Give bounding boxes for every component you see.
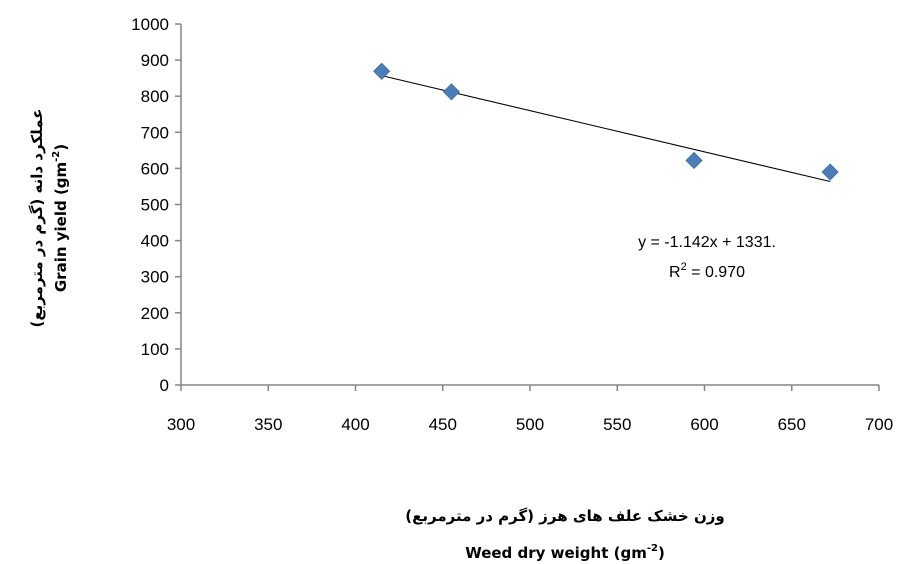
x-tick-label: 600	[690, 415, 718, 434]
y-tick-label: 700	[141, 123, 169, 142]
x-axis-title-en-main: Weed dry weight (gm	[465, 544, 647, 562]
y-tick-label: 800	[141, 87, 169, 106]
r-squared-value: = 0.970	[687, 264, 745, 281]
y-axis-title-en-sup: -2	[51, 151, 62, 162]
y-tick-label: 500	[141, 196, 169, 215]
y-tick-label: 300	[141, 268, 169, 287]
y-axis-title-fa: عملکرد دانه (گرم در مترمربع)	[28, 109, 46, 328]
r-squared-prefix: R	[669, 264, 681, 281]
y-axis-title-en-close: )	[52, 144, 70, 151]
x-axis-title-en-sup: -2	[647, 543, 658, 554]
x-tick-label: 350	[254, 415, 282, 434]
y-axis-title-en: Grain yield (gm-2)	[51, 144, 70, 292]
x-axis-title-en: Weed dry weight (gm-2)	[465, 543, 665, 562]
x-tick-label: 450	[429, 415, 457, 434]
y-tick-label: 600	[141, 159, 169, 178]
x-axis-title-fa: وزن خشک علف های هرز (گرم در مترمربع)	[405, 507, 724, 525]
y-tick-label: 400	[141, 232, 169, 251]
data-point	[822, 164, 838, 180]
x-tick-label: 400	[341, 415, 369, 434]
y-tick-label: 200	[141, 304, 169, 323]
y-tick-label: 100	[141, 340, 169, 359]
x-tick-label: 550	[603, 415, 631, 434]
x-tick-label: 650	[778, 415, 806, 434]
axes	[181, 24, 879, 385]
trendline-equation: y = -1.142x + 1331.	[638, 234, 776, 251]
data-point	[686, 152, 702, 168]
y-ticks: 0 100 200 300 400 500 600 700 800 900 1000	[131, 15, 181, 395]
y-tick-label: 900	[141, 51, 169, 70]
y-tick-label: 1000	[131, 15, 169, 34]
x-ticks: 300 350 400 450 500 550 600 650 700	[167, 385, 893, 434]
x-tick-label: 700	[865, 415, 893, 434]
y-axis-title-en-main: Grain yield (gm	[52, 162, 70, 292]
r-squared-label: R2 = 0.970	[669, 261, 745, 281]
x-tick-label: 300	[167, 415, 195, 434]
data-points	[374, 63, 838, 180]
data-point	[443, 84, 459, 100]
y-tick-label: 0	[160, 376, 169, 395]
x-axis-title-en-close: )	[658, 544, 665, 562]
x-tick-label: 500	[516, 415, 544, 434]
